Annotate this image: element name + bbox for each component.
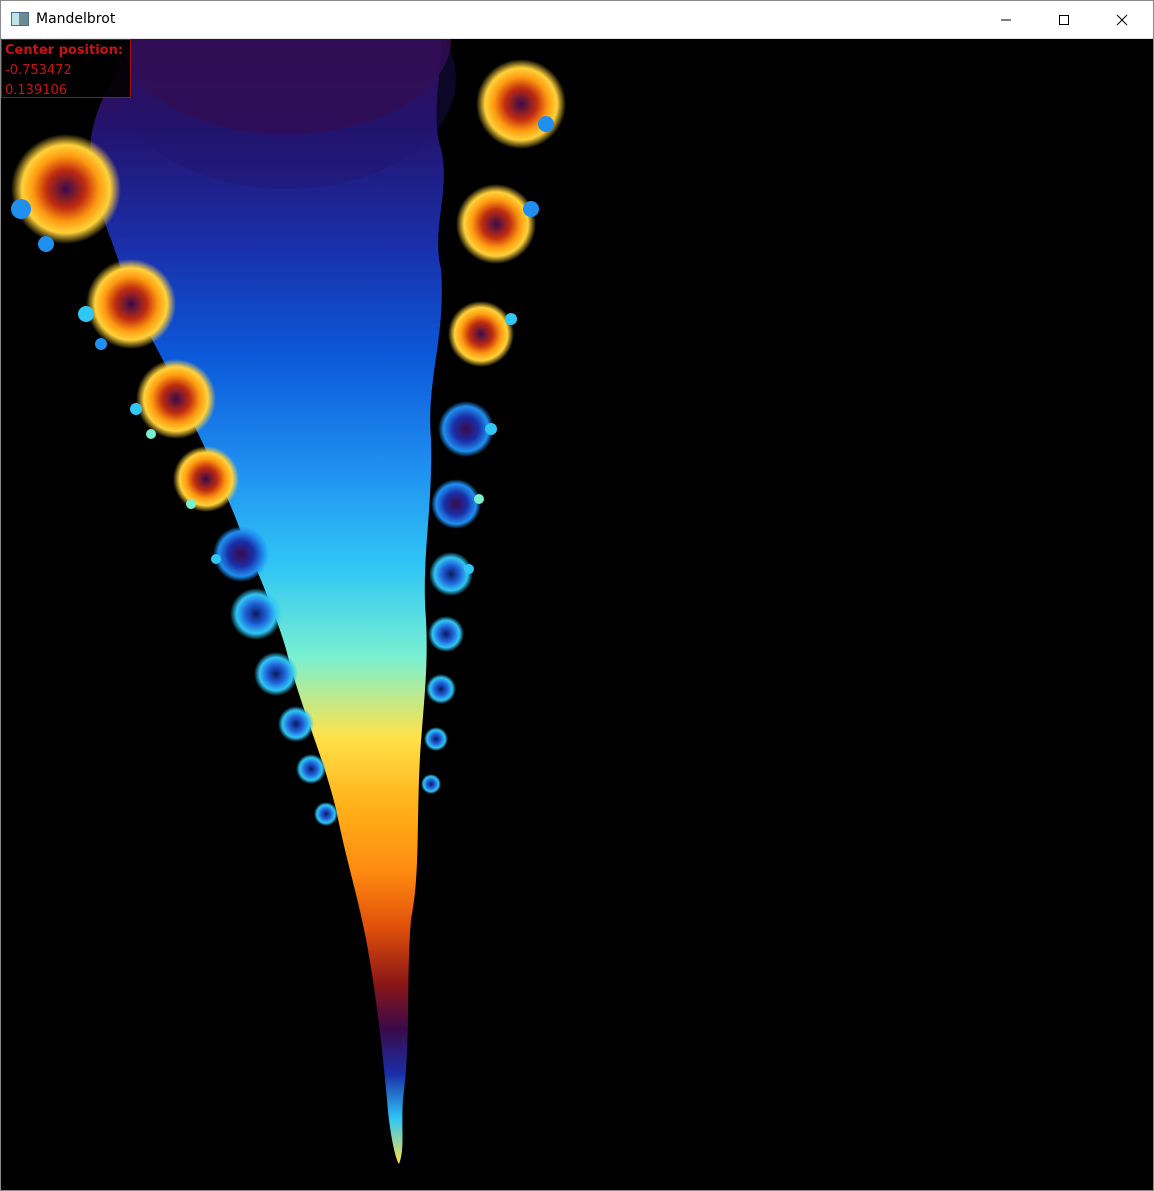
minimize-icon <box>1000 14 1012 26</box>
fractal-canvas[interactable] <box>1 39 1153 1190</box>
maximize-button[interactable] <box>1041 1 1087 38</box>
maximize-icon <box>1058 14 1070 26</box>
center-position-panel: Center position: -0.753472 0.139106 <box>1 39 131 98</box>
title-bar[interactable]: Mandelbrot <box>1 1 1153 39</box>
close-button[interactable] <box>1099 1 1145 38</box>
center-position-label: Center position: <box>5 43 124 58</box>
mandelbrot-render <box>11 39 566 1164</box>
center-y-value: 0.139106 <box>5 83 68 98</box>
minimize-button[interactable] <box>983 1 1029 38</box>
close-icon <box>1116 14 1128 26</box>
center-x-value: -0.753472 <box>5 63 72 78</box>
fractal-body <box>90 39 444 1164</box>
window-title: Mandelbrot <box>36 11 116 27</box>
app-icon <box>11 12 29 26</box>
